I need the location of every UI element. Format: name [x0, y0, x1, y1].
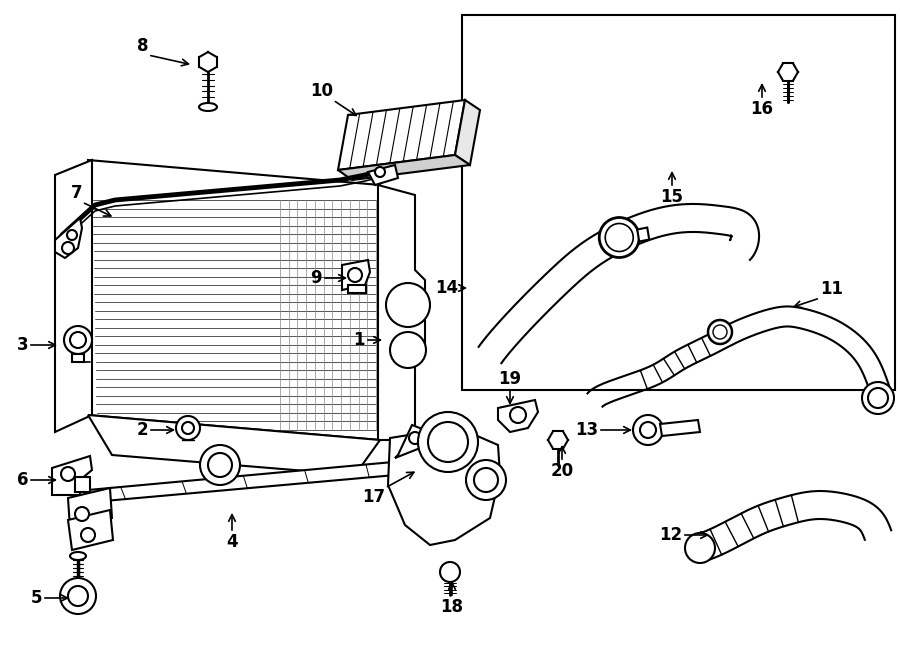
Circle shape	[62, 242, 74, 254]
Bar	[462, 15, 895, 390]
Text: 18: 18	[440, 598, 464, 616]
Bar	[72, 354, 84, 362]
Circle shape	[67, 230, 77, 240]
Text: 1: 1	[354, 331, 365, 349]
Polygon shape	[498, 400, 538, 432]
Circle shape	[61, 467, 75, 481]
Polygon shape	[88, 460, 418, 502]
Circle shape	[868, 388, 888, 408]
Polygon shape	[55, 218, 82, 258]
Polygon shape	[395, 425, 432, 458]
Circle shape	[474, 468, 498, 492]
Text: 17: 17	[362, 488, 385, 506]
Circle shape	[64, 326, 92, 354]
Text: 3: 3	[16, 336, 28, 354]
Circle shape	[466, 460, 506, 500]
Circle shape	[200, 445, 240, 485]
Circle shape	[68, 586, 88, 606]
Circle shape	[375, 167, 385, 177]
Text: 9: 9	[310, 269, 322, 287]
Text: 11: 11	[820, 280, 843, 298]
Circle shape	[633, 415, 663, 445]
Text: 7: 7	[70, 184, 82, 202]
Polygon shape	[55, 160, 92, 432]
Text: 19: 19	[499, 370, 522, 388]
Circle shape	[390, 332, 426, 368]
Circle shape	[81, 528, 95, 542]
Text: 15: 15	[661, 188, 683, 206]
Polygon shape	[88, 160, 380, 440]
Polygon shape	[88, 415, 380, 475]
Text: 5: 5	[31, 589, 42, 607]
Polygon shape	[338, 100, 465, 170]
Circle shape	[510, 407, 526, 423]
Text: 10: 10	[310, 82, 333, 100]
Polygon shape	[68, 510, 113, 550]
Circle shape	[75, 507, 89, 521]
Circle shape	[418, 412, 478, 472]
Circle shape	[176, 416, 200, 440]
Polygon shape	[75, 477, 90, 492]
Circle shape	[428, 422, 468, 462]
Circle shape	[70, 332, 86, 348]
Circle shape	[640, 422, 656, 438]
Text: 8: 8	[137, 37, 148, 55]
Polygon shape	[52, 456, 92, 495]
Circle shape	[409, 432, 421, 444]
Text: 20: 20	[551, 462, 573, 480]
Polygon shape	[342, 260, 370, 290]
Circle shape	[605, 223, 634, 251]
Circle shape	[685, 533, 715, 563]
Circle shape	[708, 320, 732, 344]
Polygon shape	[368, 165, 398, 185]
Circle shape	[440, 562, 460, 582]
Circle shape	[208, 453, 232, 477]
Circle shape	[599, 217, 639, 258]
Polygon shape	[660, 420, 700, 436]
Text: 4: 4	[226, 533, 238, 551]
Text: 13: 13	[575, 421, 598, 439]
Ellipse shape	[70, 552, 86, 560]
Circle shape	[348, 268, 362, 282]
Text: 12: 12	[659, 526, 682, 544]
Circle shape	[713, 325, 727, 339]
Circle shape	[386, 283, 430, 327]
Text: 6: 6	[16, 471, 28, 489]
Polygon shape	[455, 100, 480, 165]
Bar	[348, 285, 366, 293]
Ellipse shape	[199, 103, 217, 111]
Polygon shape	[68, 488, 112, 528]
Circle shape	[862, 382, 894, 414]
Polygon shape	[378, 185, 425, 440]
Text: 16: 16	[751, 100, 773, 118]
Text: 14: 14	[435, 279, 458, 297]
Text: 2: 2	[137, 421, 148, 439]
Circle shape	[182, 422, 194, 434]
Circle shape	[60, 578, 96, 614]
Polygon shape	[338, 155, 470, 180]
Polygon shape	[388, 430, 500, 545]
Polygon shape	[637, 227, 649, 241]
